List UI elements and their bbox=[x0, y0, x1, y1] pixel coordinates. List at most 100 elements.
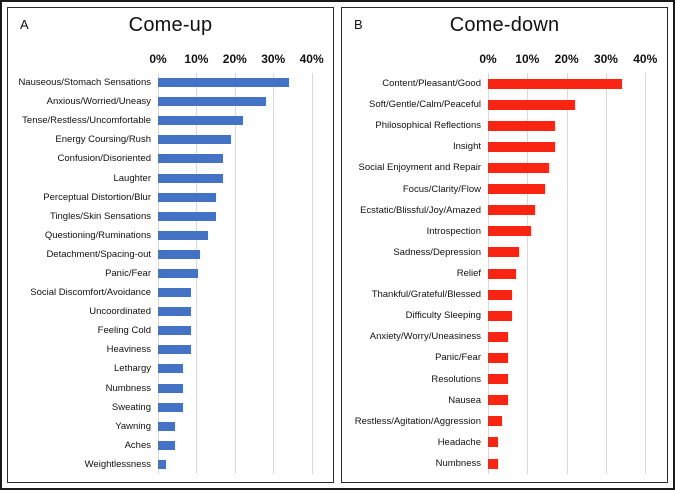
bar-cell bbox=[158, 302, 327, 321]
bar-row: Ecstatic/Blissful/Joy/Amazed bbox=[342, 200, 661, 221]
bar-row: Tense/Restless/Uncomfortable bbox=[8, 111, 327, 130]
bar bbox=[158, 288, 191, 298]
bar-cell bbox=[158, 340, 327, 359]
bar bbox=[158, 307, 191, 317]
panel-come-down: B Come-down 0% 10% 20% 30% 40% Content/Pleas… bbox=[341, 7, 668, 483]
bar-row: Perceptual Distortion/Blur bbox=[8, 188, 327, 207]
bar bbox=[488, 184, 545, 195]
category-label: Heaviness bbox=[106, 344, 151, 356]
axis-tick-label: 10% bbox=[184, 52, 209, 66]
category-label: Content/Pleasant/Good bbox=[382, 78, 481, 90]
category-label: Panic/Fear bbox=[105, 267, 151, 279]
category-label: Confusion/Disoriented bbox=[57, 153, 151, 165]
bar-cell bbox=[488, 115, 661, 136]
bar-row: Social Enjoyment and Repair bbox=[342, 157, 661, 178]
gridline bbox=[527, 73, 529, 474]
panel-letter-b: B bbox=[354, 17, 363, 32]
bar-row: Soft/Gentle/Calm/Peaceful bbox=[342, 94, 661, 115]
bar-cell bbox=[158, 168, 327, 187]
bar bbox=[488, 374, 508, 385]
bar bbox=[158, 440, 176, 450]
category-label: Yawning bbox=[115, 420, 151, 432]
gridline bbox=[566, 73, 568, 474]
category-label: Numbness bbox=[105, 382, 151, 394]
bar-cell bbox=[488, 73, 661, 94]
category-label: Difficulty Sleeping bbox=[405, 310, 481, 322]
axis-tick-label: 10% bbox=[515, 52, 540, 66]
category-label: Numbness bbox=[435, 458, 481, 470]
bar-row: Relief bbox=[342, 263, 661, 284]
category-label: Nausea bbox=[448, 394, 481, 406]
bar-row: Restless/Agitation/Aggression bbox=[342, 411, 661, 432]
bar-rows-come-down: Content/Pleasant/Good Soft/Gentle/Calm/Pe… bbox=[342, 73, 661, 474]
bar bbox=[158, 421, 176, 431]
bar-row: Introspection bbox=[342, 221, 661, 242]
bar bbox=[488, 331, 508, 342]
bar-row: Energy Coursing/Rush bbox=[8, 130, 327, 149]
axis-tick-label: 30% bbox=[593, 52, 618, 66]
bar-row: Sweating bbox=[8, 398, 327, 417]
bar-rows-come-up: Nauseous/Stomach Sensations Anxious/Worri… bbox=[8, 73, 327, 474]
x-axis-come-down: 0% 10% 20% 30% 40% bbox=[479, 52, 661, 70]
bar bbox=[488, 289, 512, 300]
category-label: Lethargy bbox=[114, 363, 151, 375]
bar-cell bbox=[158, 398, 327, 417]
bar-cell bbox=[488, 284, 661, 305]
bar bbox=[488, 78, 622, 89]
gridline bbox=[645, 73, 647, 474]
axis-tick-label: 0% bbox=[479, 52, 497, 66]
bar bbox=[158, 78, 289, 88]
bar-cell bbox=[488, 136, 661, 157]
bar-cell bbox=[488, 369, 661, 390]
bar bbox=[158, 249, 201, 259]
category-label: Tense/Restless/Uncomfortable bbox=[22, 115, 151, 127]
panel-come-up-header: A Come-up bbox=[8, 8, 333, 52]
axis-tick-label: 20% bbox=[554, 52, 579, 66]
bar bbox=[488, 458, 498, 469]
bar bbox=[158, 402, 183, 412]
bar bbox=[488, 162, 549, 173]
bar bbox=[158, 326, 191, 336]
category-label: Focus/Clarity/Flow bbox=[402, 183, 481, 195]
axis-tick-label: 40% bbox=[299, 52, 324, 66]
category-label: Ecstatic/Blissful/Joy/Amazed bbox=[360, 204, 481, 216]
category-label: Introspection bbox=[426, 225, 481, 237]
bar-row: Detachment/Spacing-out bbox=[8, 245, 327, 264]
bar-row: Nauseous/Stomach Sensations bbox=[8, 73, 327, 92]
category-label: Relief bbox=[456, 268, 481, 280]
axis-tick-label: 0% bbox=[149, 52, 167, 66]
bar-row: Anxiety/Worry/Uneasiness bbox=[342, 326, 661, 347]
bar bbox=[158, 383, 183, 393]
bar-row: Heaviness bbox=[8, 340, 327, 359]
panel-letter-a: A bbox=[20, 17, 29, 32]
bar-cell bbox=[158, 417, 327, 436]
bar-row: Resolutions bbox=[342, 369, 661, 390]
bar bbox=[488, 310, 512, 321]
bar-row: Numbness bbox=[342, 453, 661, 474]
axis-tick-label: 30% bbox=[261, 52, 286, 66]
bar-cell bbox=[158, 73, 327, 92]
bar-cell bbox=[158, 359, 327, 378]
bar-cell bbox=[488, 263, 661, 284]
bar bbox=[488, 120, 555, 131]
bar-row: Nausea bbox=[342, 390, 661, 411]
bar-cell bbox=[158, 111, 327, 130]
bar-row: Panic/Fear bbox=[8, 264, 327, 283]
bar-row: Uncoordinated bbox=[8, 302, 327, 321]
bar bbox=[158, 173, 224, 183]
category-label: Philosophical Reflections bbox=[375, 120, 481, 132]
bar-row: Lethargy bbox=[8, 359, 327, 378]
bar-row: Questioning/Ruminations bbox=[8, 226, 327, 245]
category-label: Aches bbox=[124, 439, 151, 451]
axis-tick-label: 20% bbox=[222, 52, 247, 66]
bar-cell bbox=[158, 130, 327, 149]
gridline bbox=[605, 73, 607, 474]
bar-cell bbox=[488, 200, 661, 221]
plot-area-come-down: Content/Pleasant/Good Soft/Gentle/Calm/Pe… bbox=[342, 73, 661, 474]
bar-cell bbox=[158, 321, 327, 340]
bar-cell bbox=[158, 245, 327, 264]
panel-title-come-up: Come-up bbox=[128, 14, 213, 36]
bar-row: Anxious/Worried/Uneasy bbox=[8, 92, 327, 111]
bar-cell bbox=[488, 432, 661, 453]
category-label: Weightlessness bbox=[84, 458, 151, 470]
